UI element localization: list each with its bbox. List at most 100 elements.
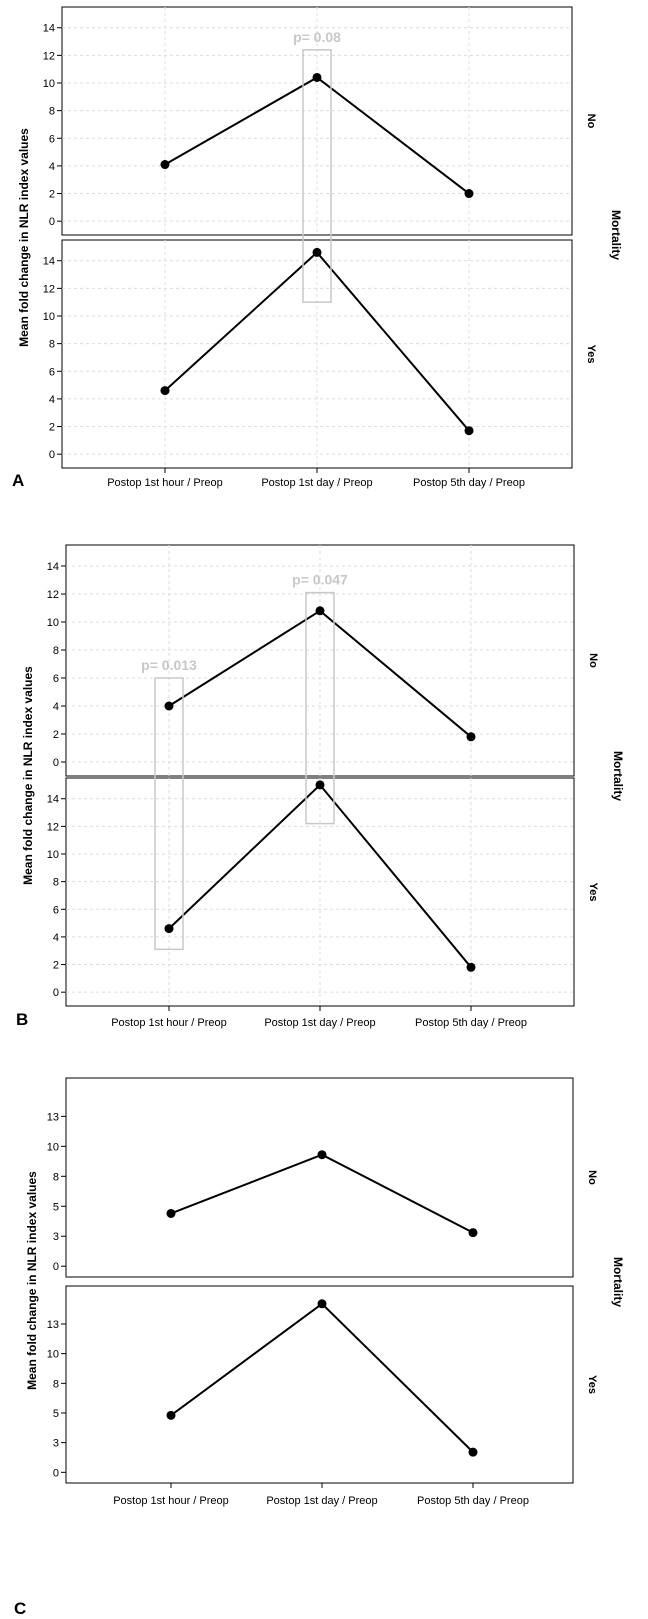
y-tick-label: 4 [53,701,59,713]
data-point [464,426,474,436]
y-tick-label: 2 [49,422,55,434]
x-tick-label: Postop 5th day / Preop [415,1017,527,1029]
data-point [166,1208,176,1218]
panel-a: 0 2 4 6 8 10 12 14 No 0 2 4 6 8 10 12 14 Yes Postop 1st ho… [12,6,623,490]
data-point [166,1410,176,1420]
significance-box [154,677,184,951]
y-tick-label: 3 [53,1231,59,1243]
data-point [315,780,325,790]
data-point [160,160,170,170]
data-point [466,962,476,972]
y-tick-label: 5 [53,1408,59,1420]
y-tick-label: 3 [53,1438,59,1450]
y-axis-title: Mean fold change in NLR index values [21,666,35,885]
y-tick-label: 13 [47,1319,59,1331]
panel-letter: C [14,1599,26,1618]
y-tick-label: 8 [53,1171,59,1183]
row-label: No [585,114,597,129]
y-axis-title: Mean fold change in NLR index values [25,1171,39,1390]
x-tick-label: Postop 5th day / Preop [413,477,525,489]
significance-box [302,49,332,303]
y-tick-label: 12 [43,283,55,295]
row-label: Yes [586,1375,598,1394]
facet-frame [65,1285,574,1484]
y-tick-label: 10 [47,1349,59,1361]
facet-title: Mortality [611,751,625,801]
y-tick-label: 0 [49,216,55,228]
row-label: Yes [587,883,599,902]
facet-row-yes: 0 2 4 6 8 10 12 14 Yes [43,239,597,469]
y-tick-label: 8 [53,877,59,889]
y-tick-label: 0 [53,1261,59,1273]
data-point [164,701,174,711]
facet-frame [65,1077,574,1278]
facet-row-no: 0 2 4 6 8 10 12 14 No [43,6,597,236]
y-tick-label: 13 [47,1111,59,1123]
y-tick-label: 10 [43,311,55,323]
y-tick-label: 10 [47,1141,59,1153]
facet-title: Mortality [611,1257,625,1307]
y-tick-label: 10 [47,617,59,629]
y-tick-label: 4 [49,161,55,173]
data-point [464,189,474,199]
data-point [317,1150,327,1160]
y-axis-title: Mean fold change in NLR index values [17,128,31,347]
x-tick-label: Postop 1st hour / Preop [111,1017,227,1029]
panel-b: 0 2 4 6 8 10 12 14 No 0 2 4 6 8 10 12 14 Yes Postop 1st ho… [16,544,625,1029]
p-value-label: p= 0.013 [141,657,197,673]
panel-letter: A [12,471,24,490]
y-tick-label: 14 [47,561,59,573]
y-tick-label: 10 [47,849,59,861]
p-value-label: p= 0.047 [292,572,348,588]
y-tick-label: 8 [49,339,55,351]
x-tick-label: Postop 1st day / Preop [266,1495,377,1507]
data-point [164,924,174,934]
y-tick-label: 2 [53,729,59,741]
row-label: Yes [585,345,597,364]
y-tick-label: 10 [43,78,55,90]
data-point [315,606,325,616]
y-tick-label: 0 [53,987,59,999]
y-tick-label: 8 [53,1378,59,1390]
panel-letter: B [16,1010,28,1029]
y-tick-label: 6 [53,904,59,916]
panel-c: 0 3 5 8 10 13 No 0 3 5 8 10 13 Yes Postop 1st hour / P… [14,1077,625,1618]
row-label: No [586,1170,598,1185]
x-tick-label: Postop 1st day / Preop [261,477,372,489]
data-point [312,72,322,82]
facet-row-yes: 0 3 5 8 10 13 Yes [47,1285,598,1484]
data-point [160,386,170,396]
data-point [312,247,322,257]
data-point [466,732,476,742]
y-tick-label: 14 [43,23,55,35]
y-tick-label: 2 [49,189,55,201]
data-point [317,1299,327,1309]
facet-row-yes: 0 2 4 6 8 10 12 14 Yes [47,777,599,1007]
y-tick-label: 0 [53,757,59,769]
p-value-label: p= 0.08 [293,29,341,45]
y-tick-label: 12 [47,589,59,601]
y-tick-label: 6 [49,366,55,378]
x-tick-label: Postop 5th day / Preop [417,1495,529,1507]
y-tick-label: 0 [49,449,55,461]
facet-row-no: 0 3 5 8 10 13 No [47,1077,598,1278]
facet-row-no: 0 2 4 6 8 10 12 14 No [47,544,599,777]
y-tick-label: 8 [53,645,59,657]
x-tick-label: Postop 1st day / Preop [264,1017,375,1029]
y-tick-label: 0 [53,1467,59,1479]
x-tick-label: Postop 1st hour / Preop [107,477,223,489]
y-tick-label: 6 [53,673,59,685]
row-label: No [587,653,599,668]
y-tick-label: 12 [47,821,59,833]
y-tick-label: 5 [53,1201,59,1213]
y-tick-label: 4 [49,394,55,406]
y-tick-label: 8 [49,106,55,118]
y-tick-label: 12 [43,50,55,62]
y-tick-label: 6 [49,133,55,145]
data-point [468,1447,478,1457]
y-tick-label: 4 [53,932,59,944]
y-tick-label: 14 [47,794,59,806]
y-tick-label: 14 [43,256,55,268]
data-point [468,1228,478,1238]
